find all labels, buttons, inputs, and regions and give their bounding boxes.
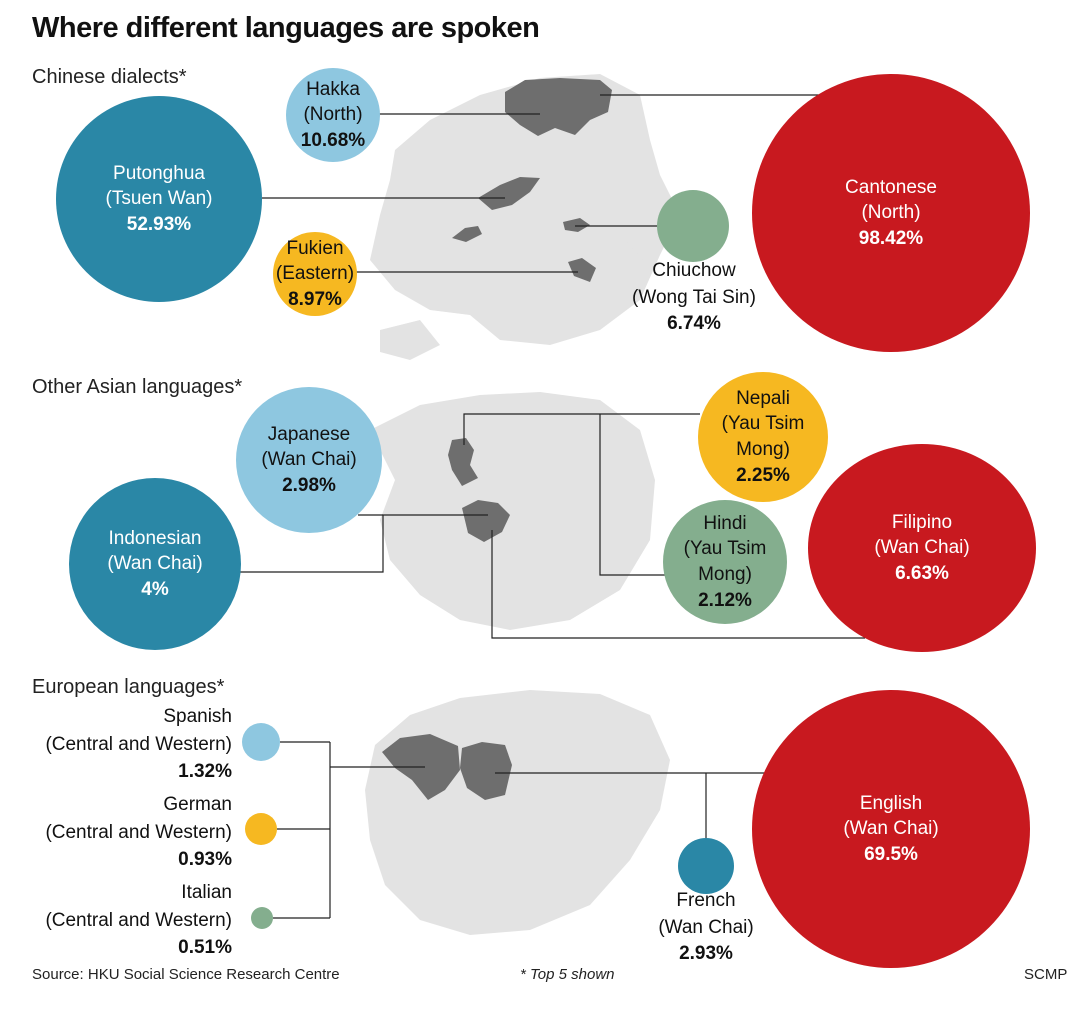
map-chinese-dialects: [370, 74, 680, 360]
fukien-district: (Eastern): [275, 263, 355, 285]
section-label-european: European languages*: [32, 676, 225, 698]
map-european-languages: [365, 690, 670, 935]
district-tsuen-wan-b: [452, 226, 482, 242]
indonesian-pct: 4%: [141, 578, 169, 600]
putonghua-district: (Tsuen Wan): [105, 188, 213, 210]
bubble-french: [678, 838, 734, 894]
german-district: (Central and Western): [45, 821, 232, 843]
bubble-cantonese: Cantonese (North) 98.42%: [752, 74, 1030, 352]
district-eastern: [568, 258, 596, 282]
line-japanese-indonesian: [240, 514, 488, 573]
english-name: English: [859, 792, 923, 814]
cantonese-name: Cantonese: [845, 176, 937, 198]
bubble-filipino: Filipino (Wan Chai) 6.63%: [808, 444, 1036, 652]
credit: SCMP: [1024, 966, 1068, 983]
nepali-name: Nepali: [736, 387, 790, 409]
italian-district: (Central and Western): [45, 909, 232, 931]
cantonese-district: (North): [861, 202, 921, 224]
section-label-chinese: Chinese dialects*: [32, 66, 187, 88]
district-north: [505, 78, 612, 136]
japanese-pct: 2.98%: [282, 474, 336, 496]
district-wan-chai: [462, 500, 510, 542]
hakka-name: Hakka: [306, 78, 360, 100]
japanese-district: (Wan Chai): [261, 449, 357, 471]
district-wan-chai-2: [460, 742, 512, 800]
label-german: German (Central and Western) 0.93%: [20, 791, 232, 874]
fukien-pct: 8.97%: [288, 288, 342, 310]
filipino-district: (Wan Chai): [874, 537, 970, 559]
french-pct: 2.93%: [679, 943, 733, 965]
hakka-pct: 10.68%: [300, 129, 366, 151]
filipino-pct: 6.63%: [895, 562, 949, 584]
district-yau-tsim-mong: [448, 438, 478, 486]
filipino-name: Filipino: [891, 511, 953, 533]
bubble-german: [245, 813, 277, 845]
french-district: (Wan Chai): [658, 916, 754, 938]
hindi-name: Hindi: [703, 512, 747, 534]
connector-lines: [240, 94, 865, 919]
bubble-chiuchow: [657, 190, 729, 262]
english-district: (Wan Chai): [843, 818, 939, 840]
bubble-hindi: Hindi (Yau Tsim Mong) 2.12%: [663, 500, 787, 624]
line-nepali: [463, 413, 700, 445]
map-asian-languages: [370, 392, 655, 630]
spanish-pct: 1.32%: [178, 761, 232, 783]
source-note: Source: HKU Social Science Research Cent…: [32, 966, 340, 983]
bubble-japanese: Japanese (Wan Chai) 2.98%: [236, 387, 382, 533]
spanish-district: (Central and Western): [45, 733, 232, 755]
line-filipino: [491, 530, 865, 639]
bubble-hakka: Hakka (North) 10.68%: [286, 68, 380, 162]
footnote: * Top 5 shown: [520, 966, 615, 983]
district-tsuen-wan: [478, 177, 540, 210]
fukien-name: Fukien: [286, 237, 344, 259]
bubble-spanish: [242, 723, 280, 761]
putonghua-pct: 52.93%: [126, 213, 192, 235]
hindi-district: (Yau Tsim Mong): [683, 538, 767, 585]
nepali-district: (Yau Tsim Mong): [721, 413, 805, 460]
indonesian-name: Indonesian: [108, 527, 202, 549]
bubble-putonghua: Putonghua (Tsuen Wan) 52.93%: [56, 96, 262, 302]
hindi-pct: 2.12%: [698, 589, 752, 611]
bubble-fukien: Fukien (Eastern) 8.97%: [273, 232, 357, 316]
hakka-district: (North): [303, 104, 363, 126]
japanese-name: Japanese: [267, 423, 351, 445]
label-french: French (Wan Chai) 2.93%: [636, 888, 776, 968]
bubble-indonesian: Indonesian (Wan Chai) 4%: [69, 478, 241, 650]
bubble-nepali: Nepali (Yau Tsim Mong) 2.25%: [698, 372, 828, 502]
nepali-pct: 2.25%: [736, 464, 790, 486]
german-name: German: [163, 794, 232, 815]
map-asian-highlights: [448, 438, 510, 542]
italian-name: Italian: [181, 882, 232, 903]
line-hindi: [599, 414, 666, 576]
german-pct: 0.93%: [178, 849, 232, 871]
bubble-english: English (Wan Chai) 69.5%: [752, 690, 1030, 968]
chart-title: Where different languages are spoken: [32, 12, 540, 44]
french-name: French: [676, 890, 736, 911]
map-chinese-highlights: [452, 78, 612, 282]
indonesian-district: (Wan Chai): [107, 553, 203, 575]
label-chiuchow: Chiuchow (Wong Tai Sin) 6.74%: [612, 258, 776, 338]
label-spanish: Spanish (Central and Western) 1.32%: [20, 703, 232, 786]
bubble-italian: [251, 907, 273, 929]
chiuchow-pct: 6.74%: [667, 313, 721, 335]
label-italian: Italian (Central and Western) 0.51%: [20, 879, 232, 962]
putonghua-name: Putonghua: [113, 162, 205, 184]
district-wong-tai-sin: [563, 218, 590, 232]
chiuchow-name: Chiuchow: [652, 260, 736, 281]
chiuchow-district: (Wong Tai Sin): [632, 286, 756, 308]
italian-pct: 0.51%: [178, 937, 232, 959]
section-label-asian: Other Asian languages*: [32, 376, 243, 398]
cantonese-pct: 98.42%: [858, 227, 924, 249]
english-pct: 69.5%: [864, 843, 918, 865]
spanish-name: Spanish: [163, 706, 232, 727]
